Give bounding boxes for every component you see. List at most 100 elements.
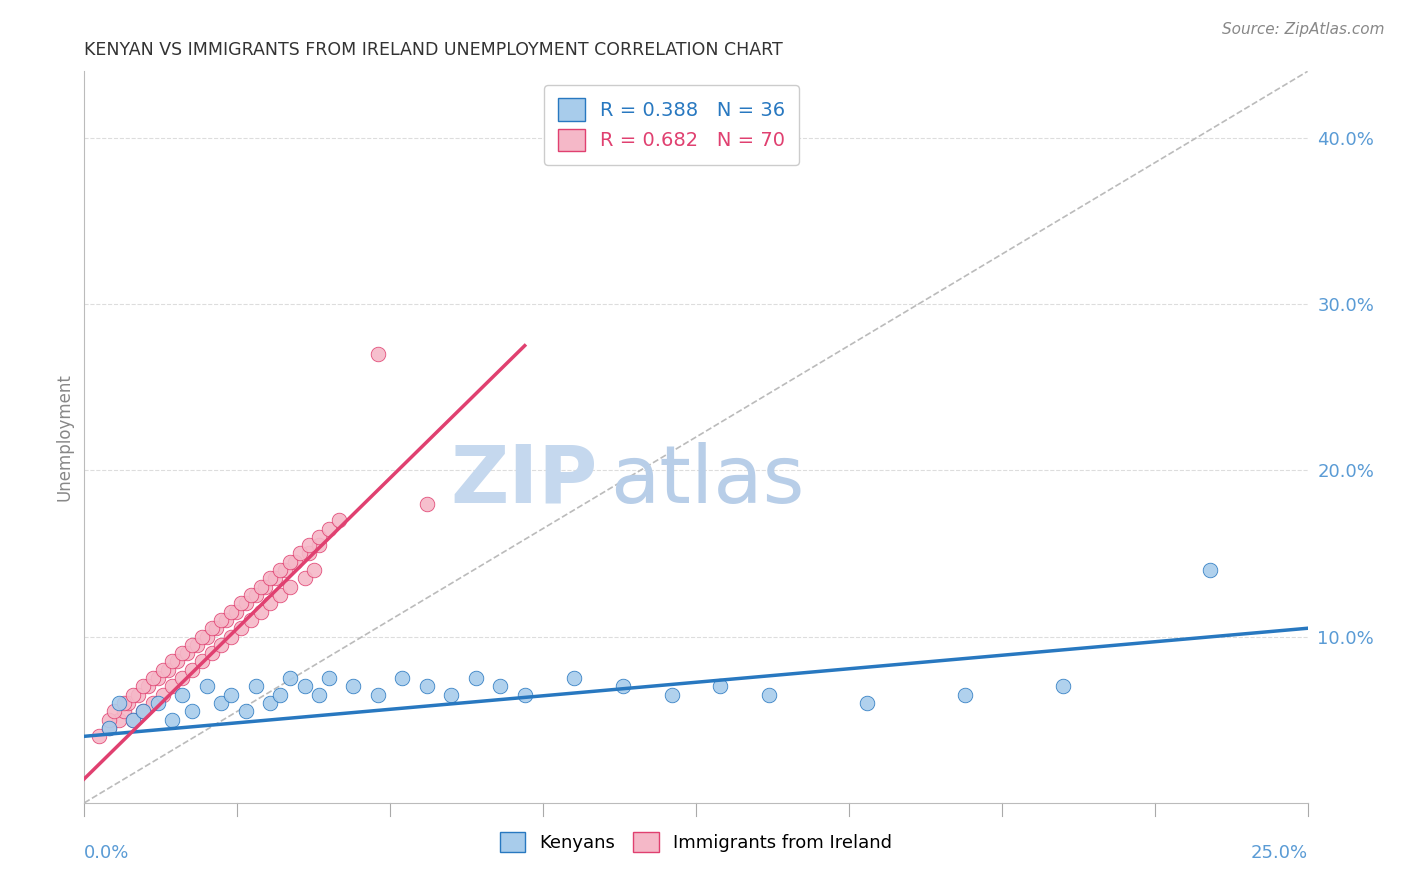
Point [229,596,252,610]
Point [269,563,291,577]
Point [274,563,297,577]
Point [308,538,330,552]
Point [200,621,222,635]
Point [416,497,439,511]
Point [328,513,350,527]
Point [107,713,129,727]
Point [245,588,267,602]
Point [136,680,159,694]
Point [209,638,232,652]
Point [200,646,222,660]
Point [152,663,174,677]
Point [259,696,281,710]
Point [166,655,188,669]
Point [172,671,194,685]
Point [264,571,287,585]
Point [195,680,218,694]
Point [172,646,194,660]
Point [97,713,120,727]
Point [284,555,307,569]
Point [162,655,184,669]
Point [162,713,184,727]
Point [219,630,242,644]
Point [117,696,139,710]
Point [440,688,463,702]
Point [122,713,145,727]
Point [709,680,731,694]
Point [308,530,330,544]
Point [132,705,155,719]
Point [239,588,262,602]
Point [342,680,364,694]
Point [278,671,301,685]
Point [318,671,340,685]
Point [181,705,204,719]
Text: Source: ZipAtlas.com: Source: ZipAtlas.com [1222,22,1385,37]
Point [288,546,311,560]
Point [1198,563,1220,577]
Point [612,680,634,694]
Point [146,696,169,710]
Point [367,688,389,702]
Text: 25.0%: 25.0% [1250,845,1308,863]
Point [298,538,321,552]
Point [294,680,316,694]
Point [112,696,135,710]
Point [391,671,413,685]
Point [219,605,242,619]
Text: atlas: atlas [610,442,804,520]
Point [259,571,281,585]
Point [245,680,267,694]
Point [122,688,145,702]
Point [186,638,208,652]
Point [132,705,155,719]
Point [181,663,204,677]
Point [142,671,165,685]
Point [1052,680,1074,694]
Text: KENYAN VS IMMIGRANTS FROM IRELAND UNEMPLOYMENT CORRELATION CHART: KENYAN VS IMMIGRANTS FROM IRELAND UNEMPL… [84,41,783,59]
Point [87,729,110,743]
Point [229,621,252,635]
Point [219,688,242,702]
Point [146,671,169,685]
Point [191,630,214,644]
Point [162,680,184,694]
Point [97,721,120,735]
Point [209,613,232,627]
Legend: Kenyans, Immigrants from Ireland: Kenyans, Immigrants from Ireland [492,824,900,860]
Point [489,680,512,694]
Point [249,580,271,594]
Point [142,696,165,710]
Point [856,696,879,710]
Point [191,655,214,669]
Point [127,688,149,702]
Point [758,688,780,702]
Point [513,688,536,702]
Y-axis label: Unemployment: Unemployment [55,373,73,501]
Point [269,588,291,602]
Point [107,696,129,710]
Text: 0.0%: 0.0% [84,845,129,863]
Point [318,521,340,535]
Point [464,671,486,685]
Point [235,596,257,610]
Point [205,621,228,635]
Point [249,605,271,619]
Point [308,688,330,702]
Point [209,696,232,710]
Point [278,580,301,594]
Text: ZIP: ZIP [451,442,598,520]
Point [304,563,326,577]
Point [259,596,281,610]
Point [239,613,262,627]
Point [254,580,277,594]
Point [195,630,218,644]
Point [953,688,976,702]
Point [122,713,145,727]
Point [152,688,174,702]
Point [176,646,198,660]
Point [97,721,120,735]
Point [181,638,204,652]
Point [416,680,439,694]
Point [215,613,238,627]
